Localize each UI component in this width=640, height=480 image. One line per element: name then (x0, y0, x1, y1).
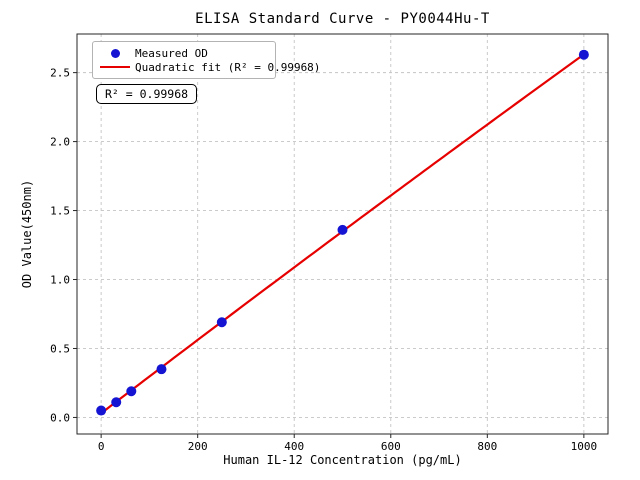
y-tick-label-2.0: 2.0 (50, 136, 70, 149)
x-tick-label-0: 0 (98, 440, 105, 453)
y-axis-label: OD Value(450nm) (20, 179, 34, 289)
legend-entry-measured-od: Measured OD (99, 46, 267, 60)
legend-marker-cell (99, 65, 131, 69)
data-point-250 (216, 317, 227, 328)
data-point-500 (337, 224, 348, 235)
legend-entry-quadratic-fit: Quadratic fit (R² = 0.99968) (99, 60, 320, 74)
gridlines (77, 34, 608, 434)
axis-ticks (73, 72, 585, 438)
data-point-0 (96, 405, 107, 416)
x-tick-label-800: 800 (477, 440, 497, 453)
x-tick-label-1000: 1000 (571, 440, 598, 453)
x-axis-label: Human IL-12 Concentration (pg/mL) (223, 453, 462, 467)
chart-title: ELISA Standard Curve - PY0044Hu-T (195, 11, 490, 27)
x-tick-label-600: 600 (381, 440, 401, 453)
axis-tick-labels: 0 200 400 600 800 1000 0.0 0.5 1.0 1.5 2.0 2.5 (50, 67, 597, 453)
measured-od-points (96, 49, 589, 416)
data-point-1000 (578, 49, 589, 60)
r-squared-annotation: R² = 0.99968 (96, 84, 198, 104)
x-tick-label-200: 200 (188, 440, 208, 453)
y-tick-label-2.5: 2.5 (50, 67, 70, 80)
plot-border (76, 33, 609, 435)
y-tick-label-0.0: 0.0 (50, 411, 70, 424)
data-point-31.25 (111, 397, 122, 408)
y-tick-label-0.5: 0.5 (50, 342, 70, 355)
legend-label: Measured OD (135, 46, 208, 60)
data-point-62.5 (126, 386, 137, 397)
legend: Measured OD Quadratic fit (R² = 0.99968) (92, 41, 320, 79)
blue-dot-icon (110, 48, 120, 58)
red-line-icon (100, 65, 130, 69)
x-tick-label-400: 400 (284, 440, 304, 453)
legend-label: Quadratic fit (R² = 0.99968) (135, 60, 321, 74)
y-tick-label-1.5: 1.5 (50, 205, 70, 218)
data-point-125 (156, 364, 167, 375)
y-tick-label-1.0: 1.0 (50, 274, 70, 287)
legend-marker-cell (99, 48, 131, 58)
